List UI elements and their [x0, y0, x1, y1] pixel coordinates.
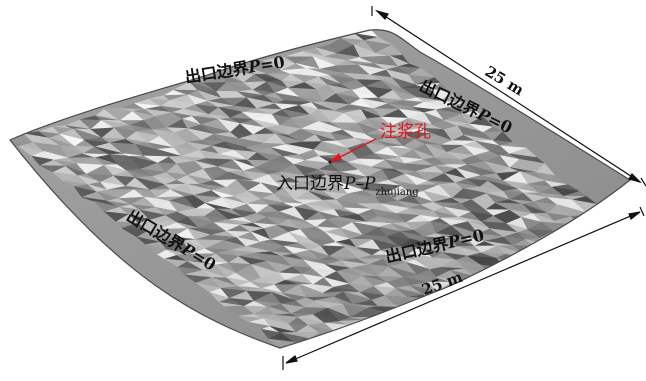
surface-facet	[587, 239, 616, 251]
surface-facet	[588, 236, 615, 246]
surface-facet	[607, 221, 630, 231]
surface-facet	[587, 212, 609, 217]
surface-facet	[553, 230, 575, 238]
dimension-line-top	[371, 6, 646, 187]
surface-facet	[489, 274, 518, 283]
surface-facet	[596, 216, 619, 227]
surface-facet	[576, 246, 599, 258]
surface-facet	[614, 229, 630, 241]
surface-facet	[489, 266, 518, 278]
surface-facet	[559, 246, 586, 259]
surface-facet	[551, 236, 578, 247]
surface-facet	[591, 229, 616, 238]
surface-facet	[566, 223, 593, 235]
inlet-boundary-label: 入口边界P–Pzhujiang	[276, 174, 419, 198]
surface-facet	[596, 215, 618, 222]
surface-facet	[607, 225, 630, 236]
injection-hole-arrow	[328, 138, 377, 164]
surface-facet	[518, 266, 543, 273]
surface-facet	[601, 234, 626, 246]
surface-facet	[529, 259, 558, 271]
surface-facet	[578, 215, 610, 227]
surface-facet	[539, 236, 567, 246]
injection-hole-label: 注浆孔	[380, 122, 431, 142]
surface-facet	[517, 259, 544, 271]
dimension-line-bottom	[282, 206, 645, 370]
surface-facet	[543, 255, 571, 264]
surface-facet	[575, 239, 599, 251]
surface-facet	[601, 236, 625, 246]
surface-facet	[567, 223, 592, 230]
surface-facet	[574, 234, 602, 241]
surface-facet	[559, 249, 585, 258]
surface-facet	[614, 234, 630, 246]
